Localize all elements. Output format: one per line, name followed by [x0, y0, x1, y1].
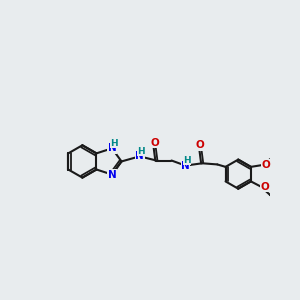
Text: O: O [262, 160, 271, 170]
Text: N: N [181, 160, 190, 171]
Text: N: N [108, 143, 116, 153]
Text: H: H [137, 147, 145, 156]
Text: O: O [260, 182, 269, 192]
Text: N: N [135, 152, 144, 161]
Text: H: H [110, 139, 118, 148]
Text: O: O [196, 140, 205, 151]
Text: O: O [150, 138, 159, 148]
Text: H: H [183, 156, 191, 165]
Text: N: N [108, 169, 116, 179]
